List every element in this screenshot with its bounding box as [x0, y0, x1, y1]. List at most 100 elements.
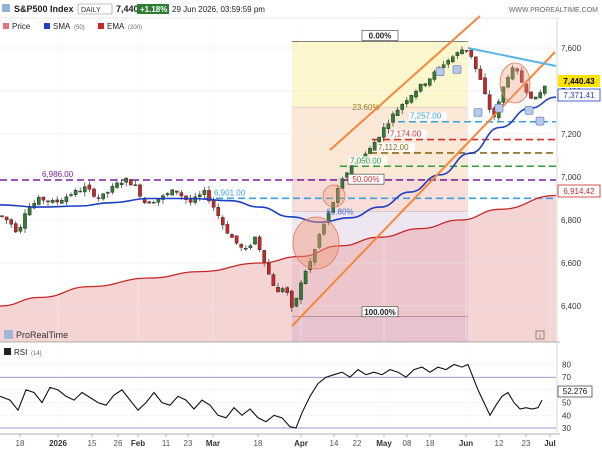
- candle-body: [4, 216, 9, 221]
- candlestick-series: [0, 46, 547, 312]
- fib-label-box: [361, 306, 399, 318]
- level-label: 6,986.00: [42, 170, 74, 179]
- candle-body: [405, 100, 409, 105]
- candle-body: [0, 215, 4, 217]
- price-gridlines: [0, 18, 556, 434]
- trendlines: [291, 15, 557, 327]
- candle-body: [414, 91, 418, 98]
- candle-body: [520, 70, 524, 83]
- horizontal-levels: [0, 120, 556, 200]
- candle-body: [524, 83, 529, 93]
- info-icon[interactable]: [535, 330, 545, 340]
- candle-body: [239, 244, 244, 248]
- candle-body: [234, 235, 239, 244]
- candle-body: [248, 245, 253, 249]
- candle-body: [105, 191, 110, 194]
- rsi-label[interactable]: RSI: [14, 348, 27, 357]
- price-badge: 7,440.43: [563, 77, 595, 86]
- legend-price[interactable]: Price: [12, 22, 31, 31]
- change-badge: +1.18%: [140, 5, 167, 14]
- time-tick-label: Feb: [131, 439, 145, 448]
- time-tick-label: May: [376, 439, 392, 448]
- candle-body: [257, 236, 262, 250]
- channel-upper-line[interactable]: [329, 15, 481, 151]
- event-marker-icon[interactable]: [524, 106, 534, 115]
- time-tick-label: 23: [522, 439, 531, 448]
- candle-body: [340, 178, 345, 189]
- level-label: 7,257.00: [410, 112, 442, 121]
- candle-body: [73, 189, 78, 196]
- time-tick-label: Jun: [459, 439, 473, 448]
- event-marker-icon[interactable]: [494, 103, 504, 113]
- candle-body: [37, 197, 41, 205]
- time-tick-label: Apr: [294, 439, 308, 448]
- rsi-value: 52.276: [563, 387, 588, 396]
- candle-body: [211, 200, 216, 208]
- rsi-line[interactable]: [0, 363, 543, 429]
- candle-body: [382, 127, 386, 138]
- channel-lower-line[interactable]: [291, 51, 556, 327]
- candle-body: [101, 193, 105, 200]
- candle-body: [377, 136, 382, 142]
- candle-body: [322, 223, 326, 235]
- legend-ema[interactable]: EMA: [107, 22, 125, 31]
- fib-label: 50.00%: [352, 175, 379, 184]
- candle-body: [428, 78, 432, 86]
- candle-body: [441, 64, 446, 68]
- candle-body: [308, 261, 313, 270]
- ema-200-line[interactable]: [0, 194, 557, 307]
- candle-body: [64, 196, 69, 203]
- header-datetime: 29 Jun 2026, 03:59:59 pm: [172, 5, 265, 14]
- candle-body: [432, 71, 437, 80]
- time-tick-label: 08: [403, 439, 412, 448]
- candle-body: [400, 104, 405, 110]
- sma-50-line[interactable]: [0, 96, 557, 224]
- candle-body: [299, 282, 303, 300]
- event-marker-icon[interactable]: [452, 65, 462, 74]
- fib-label: 0.00%: [369, 32, 392, 41]
- sma-badge: 7,371.41: [563, 91, 595, 100]
- candle-body: [110, 185, 115, 193]
- header-price: 7,440.43: [116, 4, 151, 14]
- candle-body: [156, 199, 161, 203]
- interval-badge-box[interactable]: [77, 3, 113, 15]
- candle-body: [165, 193, 170, 196]
- candle-body: [483, 77, 487, 95]
- level-label-bg: [41, 170, 79, 180]
- candle-body: [27, 207, 32, 216]
- level-labels: 6,986.00 6,901.00 7,257.00 7,174.00 7,112.00…: [41, 30, 447, 318]
- candle-body: [124, 177, 128, 183]
- candle-body: [368, 148, 372, 154]
- candle-body: [533, 96, 538, 100]
- time-axis: 18 2026 15 26 Feb 11 23 Mar 18 Apr 14 22 May 08 18 Jun 1…: [16, 434, 556, 448]
- resistance-line[interactable]: [467, 47, 557, 67]
- candle-body: [487, 94, 492, 110]
- price-badge-box: [558, 75, 600, 87]
- event-marker-icon[interactable]: [473, 108, 483, 117]
- time-tick-label: 11: [162, 439, 171, 448]
- event-marker-icon[interactable]: [535, 116, 545, 126]
- rsi-tick-label: 70: [562, 373, 571, 382]
- time-tick-label: 18: [426, 439, 435, 448]
- candle-body: [446, 60, 451, 65]
- candle-body: [395, 109, 400, 116]
- ema-badge: 6,914.42: [563, 187, 595, 196]
- level-label: 7,050.00: [350, 156, 382, 165]
- candle-body: [409, 95, 414, 103]
- candle-body: [9, 219, 14, 225]
- fib-label-box: [347, 173, 385, 185]
- candle-body: [276, 286, 280, 293]
- candle-body: [161, 195, 165, 200]
- event-marker-icon[interactable]: [435, 67, 445, 76]
- candle-body: [220, 217, 225, 226]
- brand-logo-icon: [4, 330, 13, 339]
- candle-body: [170, 189, 175, 196]
- candle-body: [391, 113, 395, 123]
- legend-sma[interactable]: SMA: [53, 22, 71, 31]
- fib-zone: [292, 211, 468, 317]
- candle-body: [138, 184, 142, 197]
- candle-body: [23, 213, 27, 229]
- candle-body: [230, 234, 234, 238]
- candle-body: [464, 50, 469, 52]
